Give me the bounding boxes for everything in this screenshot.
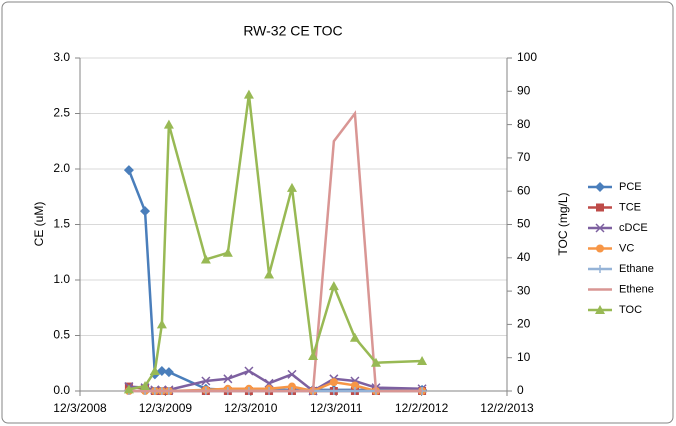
- marker: [149, 366, 160, 376]
- legend-label: cDCE: [619, 222, 648, 234]
- marker: [200, 254, 211, 264]
- y2-tick-label: 100: [517, 50, 537, 64]
- marker: [595, 223, 605, 233]
- marker: [287, 369, 297, 379]
- marker: [222, 247, 233, 257]
- marker: [244, 366, 254, 376]
- y-tick-label: 1.5: [53, 217, 70, 231]
- marker: [286, 182, 297, 192]
- y2-tick-label: 70: [517, 150, 531, 164]
- legend-label: Ethane: [619, 263, 654, 275]
- marker: [595, 305, 605, 314]
- y-tick-label: 0.0: [53, 383, 70, 397]
- legend-label: Ethene: [619, 283, 654, 295]
- x-tick-label: 12/3/2008: [53, 401, 107, 415]
- marker: [350, 381, 359, 390]
- marker: [243, 89, 254, 99]
- marker: [163, 119, 174, 129]
- x-tick-label: 12/3/2010: [224, 401, 278, 415]
- marker: [329, 387, 338, 395]
- marker: [287, 382, 296, 391]
- y-axis-label: CE (uM): [32, 202, 46, 247]
- legend-label: TCE: [619, 201, 641, 213]
- marker: [223, 374, 233, 384]
- y2-tick-label: 20: [517, 317, 531, 331]
- legend-label: TOC: [619, 304, 642, 316]
- marker: [123, 384, 134, 394]
- marker: [123, 165, 134, 176]
- marker: [350, 387, 359, 395]
- legend-label: VC: [619, 242, 634, 254]
- x-tick-label: 12/2/2013: [480, 401, 534, 415]
- marker: [163, 367, 174, 378]
- marker: [596, 244, 604, 253]
- y-tick-label: 2.0: [53, 161, 70, 175]
- marker: [417, 356, 428, 366]
- y2-tick-label: 50: [517, 217, 531, 231]
- y2-tick-label: 30: [517, 283, 531, 297]
- marker: [156, 366, 167, 377]
- legend-label: PCE: [619, 181, 642, 193]
- y2-axis-label: TOC (mg/L): [556, 192, 570, 255]
- y-tick-label: 0.5: [53, 328, 70, 342]
- y2-tick-label: 80: [517, 117, 531, 131]
- marker: [264, 269, 275, 279]
- marker: [328, 281, 339, 291]
- x-tick-label: 12/3/2009: [139, 401, 193, 415]
- y2-tick-label: 40: [517, 250, 531, 264]
- marker: [140, 206, 151, 217]
- y-tick-label: 2.5: [53, 106, 70, 120]
- y2-tick-label: 0: [517, 383, 524, 397]
- marker: [596, 203, 604, 212]
- x-tick-label: 12/3/2011: [310, 401, 363, 415]
- chart-title: RW-32 CE TOC: [243, 23, 342, 39]
- marker: [595, 182, 605, 192]
- marker: [596, 265, 604, 273]
- marker: [349, 332, 360, 342]
- marker: [201, 376, 211, 386]
- marker: [140, 381, 151, 391]
- y-tick-label: 1.0: [53, 272, 70, 286]
- marker: [329, 378, 338, 387]
- series-line: [128, 110, 423, 393]
- x-tick-label: 12/2/2012: [395, 401, 449, 415]
- marker: [370, 357, 381, 367]
- marker: [156, 319, 167, 329]
- y-tick-label: 3.0: [53, 50, 70, 64]
- y2-tick-label: 10: [517, 350, 531, 364]
- y2-tick-label: 60: [517, 183, 531, 197]
- marker: [308, 351, 319, 361]
- y2-tick-label: 90: [517, 83, 531, 97]
